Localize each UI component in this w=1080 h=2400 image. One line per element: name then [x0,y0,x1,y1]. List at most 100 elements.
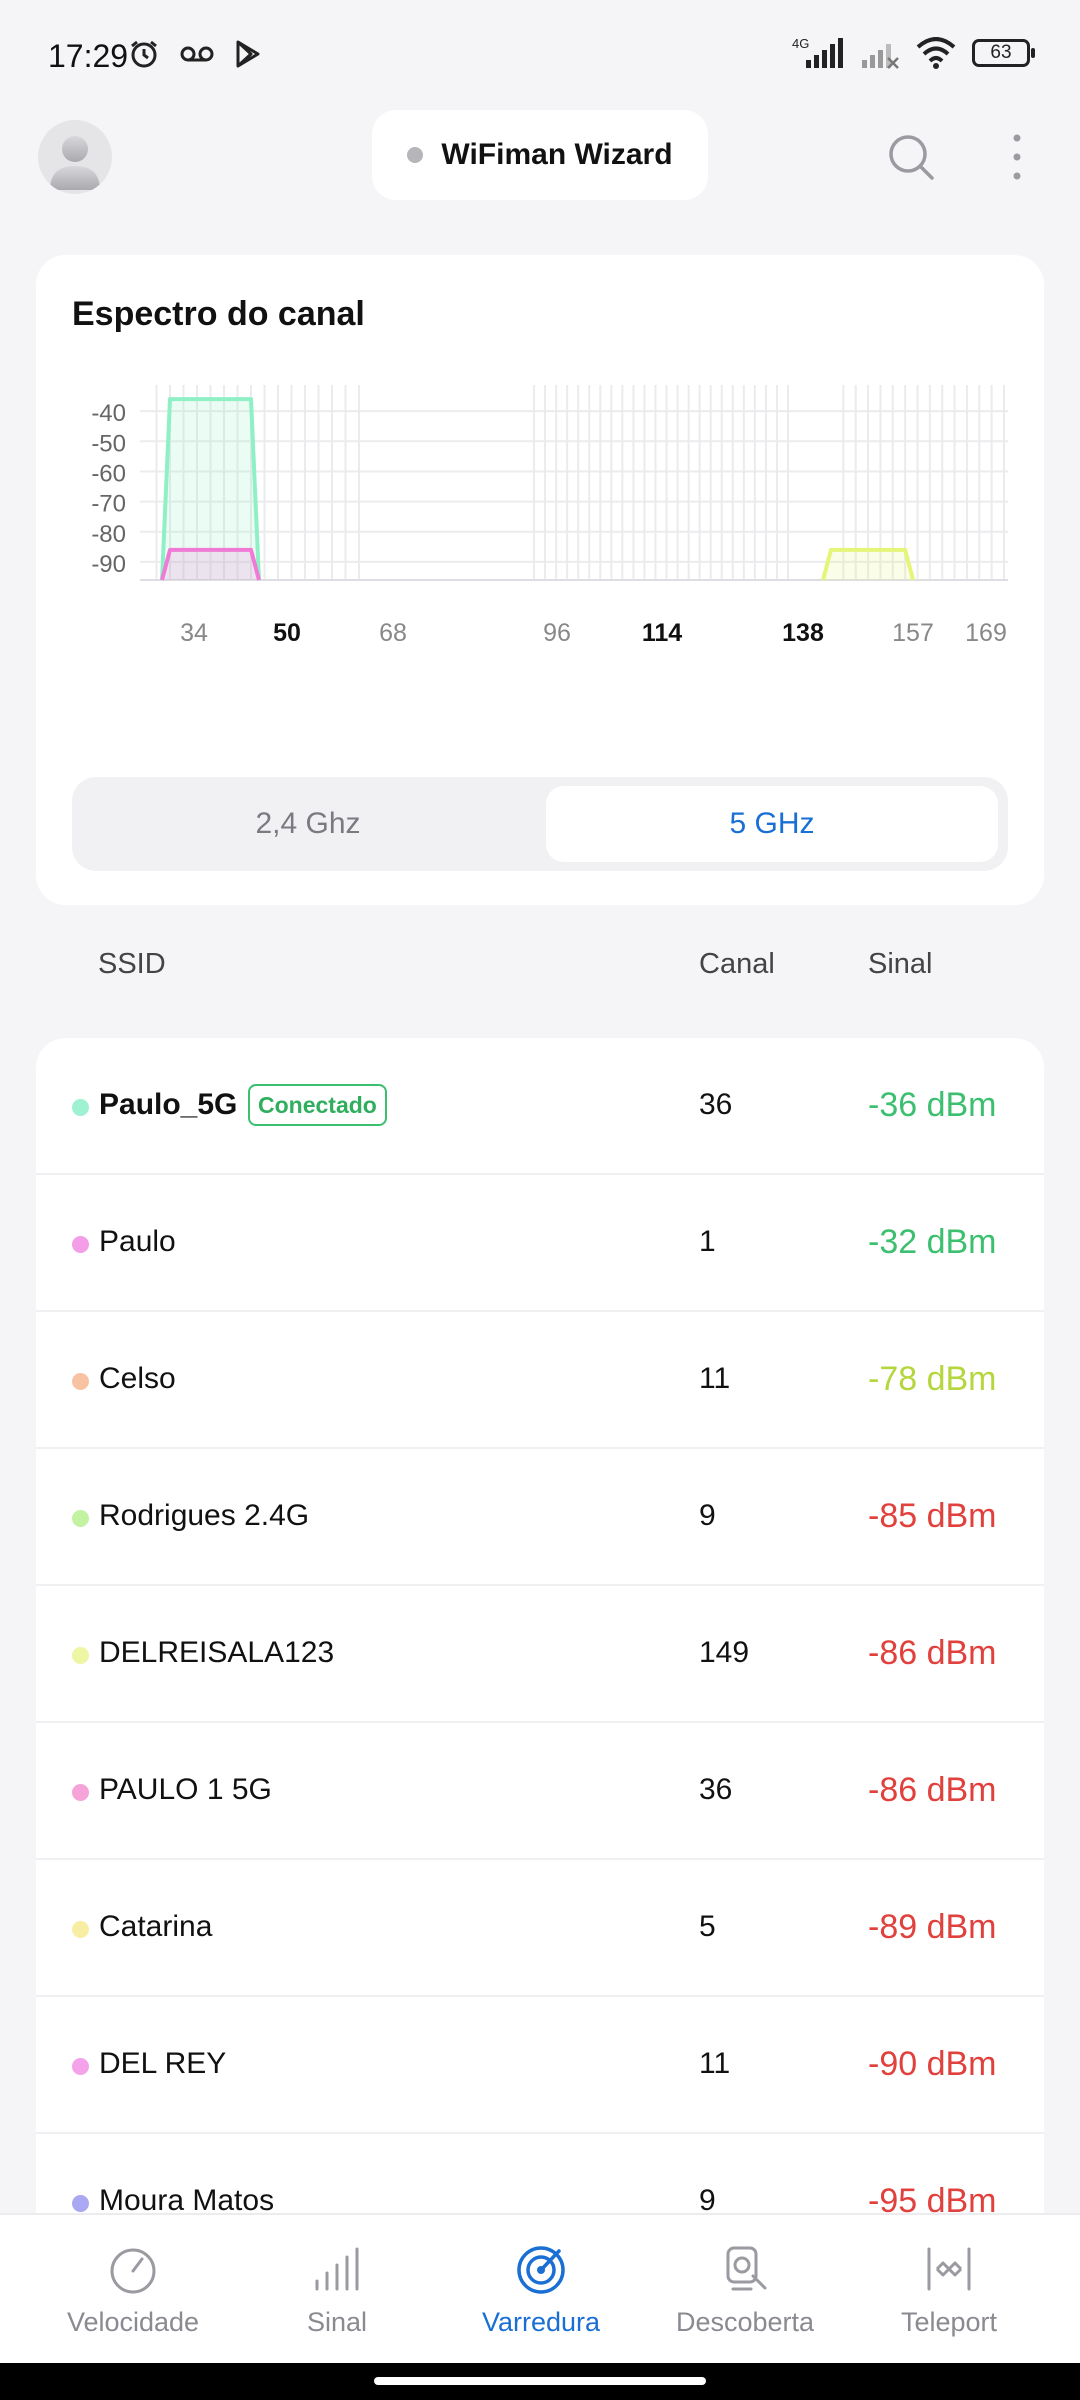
search-button[interactable] [884,130,938,184]
play-store-icon [236,40,260,68]
network-signal: -90 dBm [868,2045,997,2083]
network-ssid: DEL REY [99,2047,227,2080]
network-channel: 149 [699,1636,750,1669]
network-row[interactable]: Catarina 5 -89 dBm [36,1860,1044,1997]
wifi-icon [916,37,956,69]
network-ssid: Paulo_5G [99,1088,238,1121]
nav-descoberta[interactable]: Descoberta [645,2215,845,2365]
spectrum-area-fill [162,549,259,580]
more-options-button[interactable] [1000,130,1034,184]
network-row[interactable]: PAULO 1 5G 36 -86 dBm [36,1723,1044,1860]
network-row[interactable]: Paulo 1 -32 dBm [36,1175,1044,1312]
x-tick-label: 96 [543,619,571,647]
y-tick-label: -80 [91,521,126,548]
network-channel: 9 [699,1499,716,1532]
network-channel: 9 [699,2184,716,2217]
voicemail-icon [180,46,214,62]
column-header-channel[interactable]: Canal [699,948,775,980]
user-icon [50,136,100,190]
network-color-dot [72,1099,89,1116]
status-notifications [128,38,262,70]
channel-spectrum-card: Espectro do canal -40 -50 -60 -70 -80 -90 34 50… [36,255,1044,905]
network-ssid: PAULO 1 5G [99,1773,272,1806]
network-row[interactable]: Celso 11 -78 dBm [36,1312,1044,1449]
network-row[interactable]: Rodrigues 2.4G 9 -85 dBm [36,1449,1044,1586]
network-channel: 11 [699,2047,731,2080]
gesture-navigation-bar [0,2363,1080,2400]
network-signal: -36 dBm [868,1086,997,1124]
x-tick-label: 169 [965,619,1007,647]
more-vertical-icon [1013,134,1021,180]
network-type: 4G [792,36,809,51]
network-row[interactable]: DELREISALA123 149 -86 dBm [36,1586,1044,1723]
network-row[interactable]: DEL REY 11 -90 dBm [36,1997,1044,2134]
nav-label: Velocidade [66,2307,200,2337]
network-signal: -78 dBm [868,1360,997,1398]
network-color-dot [72,1784,89,1801]
nav-teleport[interactable]: Teleport [849,2215,1049,2365]
network-row[interactable]: Paulo_5G Conectado 36 -36 dBm [36,1038,1044,1175]
y-tick-label: -90 [91,551,126,578]
home-indicator[interactable] [374,2377,706,2385]
cellular-signal-2-icon [862,44,899,69]
tab-2-4ghz[interactable]: 2,4 Ghz [255,807,361,840]
spectrum-chart: -40 -50 -60 -70 -80 -90 34 50 68 96 114 138 157 169 [91,385,1008,647]
x-tick-label: 138 [782,619,824,647]
column-header-ssid[interactable]: SSID [98,948,166,980]
network-color-dot [72,1921,89,1938]
wizard-button[interactable]: WiFiman Wizard [372,110,708,200]
network-signal: -32 dBm [868,1223,997,1261]
nav-sinal[interactable]: Sinal [237,2215,437,2365]
network-ssid: Paulo [99,1225,176,1258]
spectrum-area-fill [823,549,914,580]
nav-varredura[interactable]: Varredura [441,2215,641,2365]
network-ssid: Moura Matos [99,2184,275,2217]
network-channel: 1 [699,1225,716,1258]
network-ssid: DELREISALA123 [99,1636,335,1669]
network-channel: 36 [699,1088,733,1121]
wizard-status-dot [407,147,424,163]
nav-label: Varredura [481,2307,601,2337]
network-color-dot [72,1236,89,1253]
network-color-dot [72,2195,89,2212]
network-color-dot [72,1647,89,1664]
avatar[interactable] [38,120,112,194]
card-title: Espectro do canal [72,295,365,333]
x-tick-label: 68 [379,619,407,647]
column-header-signal[interactable]: Sinal [868,948,933,980]
network-color-dot [72,1510,89,1527]
network-signal: -86 dBm [868,1634,997,1672]
spectrum-area-fill [162,399,259,580]
network-ssid: Catarina [99,1910,213,1943]
radar-icon [517,2246,565,2294]
tab-5ghz[interactable]: 5 GHz [546,786,998,862]
cellular-signal-icon: 4G [792,36,843,68]
network-channel: 11 [699,1362,731,1395]
battery-indicator: 63 [972,39,1035,67]
nav-label: Descoberta [675,2307,815,2337]
network-ssid: Celso [99,1362,176,1395]
alarm-icon [131,40,157,68]
network-signal: -89 dBm [868,1908,997,1946]
nav-label: Sinal [306,2307,368,2337]
device-search-icon [726,2246,767,2291]
y-tick-label: -50 [91,430,126,457]
band-selector: 2,4 Ghz 5 GHz [72,777,1008,871]
teleport-icon [927,2247,971,2291]
network-channel: 5 [699,1910,716,1943]
x-tick-label: 34 [180,619,208,647]
status-bar: 17:29 4G [0,0,1080,110]
y-tick-label: -70 [91,491,126,518]
search-icon [889,135,934,180]
spectrum-area-line [821,547,916,581]
network-signal: -85 dBm [868,1497,997,1535]
nav-velocidade[interactable]: Velocidade [33,2215,233,2365]
spectrum-area-line [160,397,261,581]
wizard-label: WiFiman Wizard [441,138,673,171]
spectrum-area-line [160,547,261,581]
y-tick-label: -60 [91,460,126,487]
bottom-navigation: Velocidade Sinal Varredura Descoberta Te… [0,2213,1080,2363]
speedometer-icon [110,2248,156,2294]
x-tick-label: 114 [642,619,682,647]
connected-badge: Conectado [248,1084,387,1126]
